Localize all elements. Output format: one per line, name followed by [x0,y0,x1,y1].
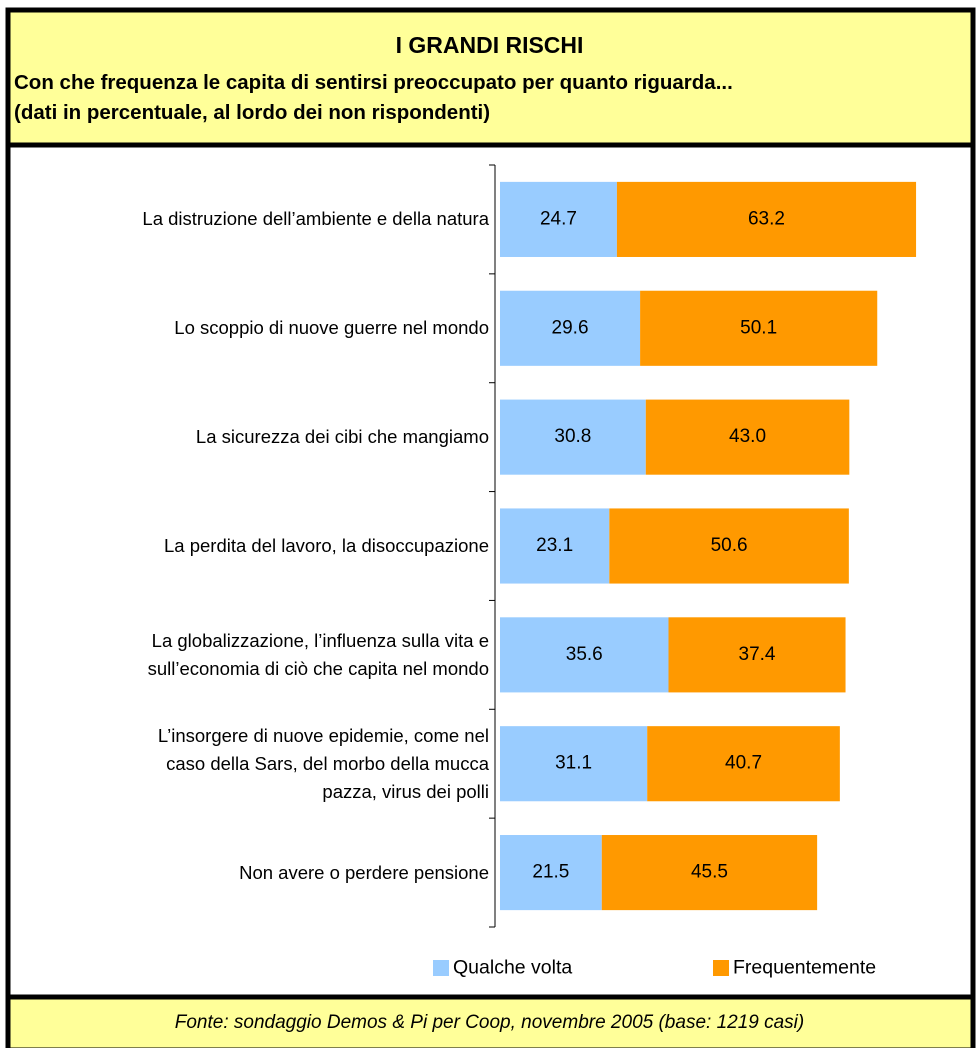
bar-segment [500,726,648,802]
category-label: La globalizzazione, l’influenza sulla vi… [147,629,489,679]
legend-label: Qualche volta [453,956,573,979]
bar-segment [645,399,850,475]
bar-segment [640,290,878,366]
bar-segment [616,181,917,257]
category-label: La sicurezza dei cibi che mangiamo [195,426,489,448]
category-label: Lo scoppio di nuove guerre nel mondo [174,317,489,339]
value-label: 50.1 [740,317,777,338]
bar-segment [500,290,641,366]
value-label: 24.7 [540,208,577,229]
value-label: 37.4 [739,644,776,665]
value-label: 35.6 [566,644,603,665]
value-label: 43.0 [729,426,766,447]
value-label: 63.2 [748,208,785,229]
bar-segment [500,835,602,911]
bar-segment [668,617,846,693]
bar-segment [500,181,617,257]
category-label: L’insorgere di nuove epidemie, come nel … [157,724,489,802]
chart-subtitle: Con che frequenza le capita di sentirsi … [14,71,733,124]
legend-swatch [433,960,449,976]
legend-label: Frequentemente [733,956,877,979]
value-label: 45.5 [691,862,728,883]
category-label: La distruzione dell’ambiente e della nat… [142,208,489,230]
legend-swatch [713,960,729,976]
bar-segment [500,617,669,693]
value-label: 30.8 [554,426,591,447]
bar-segment [601,835,818,911]
category-label: La perdita del lavoro, la disoccupazione [164,535,489,556]
value-label: 23.1 [536,535,573,556]
bar-segment [647,726,840,802]
value-label: 21.5 [532,862,569,883]
bar-segment [500,508,610,584]
value-label: 40.7 [725,753,762,774]
bar-segment [500,399,646,475]
value-label: 31.1 [555,753,592,774]
source-note: Fonte: sondaggio Demos & Pi per Coop, no… [174,1012,805,1033]
value-label: 50.6 [711,535,748,556]
chart-title: I GRANDI RISCHI [395,32,584,58]
bar-segment [609,508,849,584]
category-label: Non avere o perdere pensione [239,861,489,883]
value-label: 29.6 [552,317,589,338]
